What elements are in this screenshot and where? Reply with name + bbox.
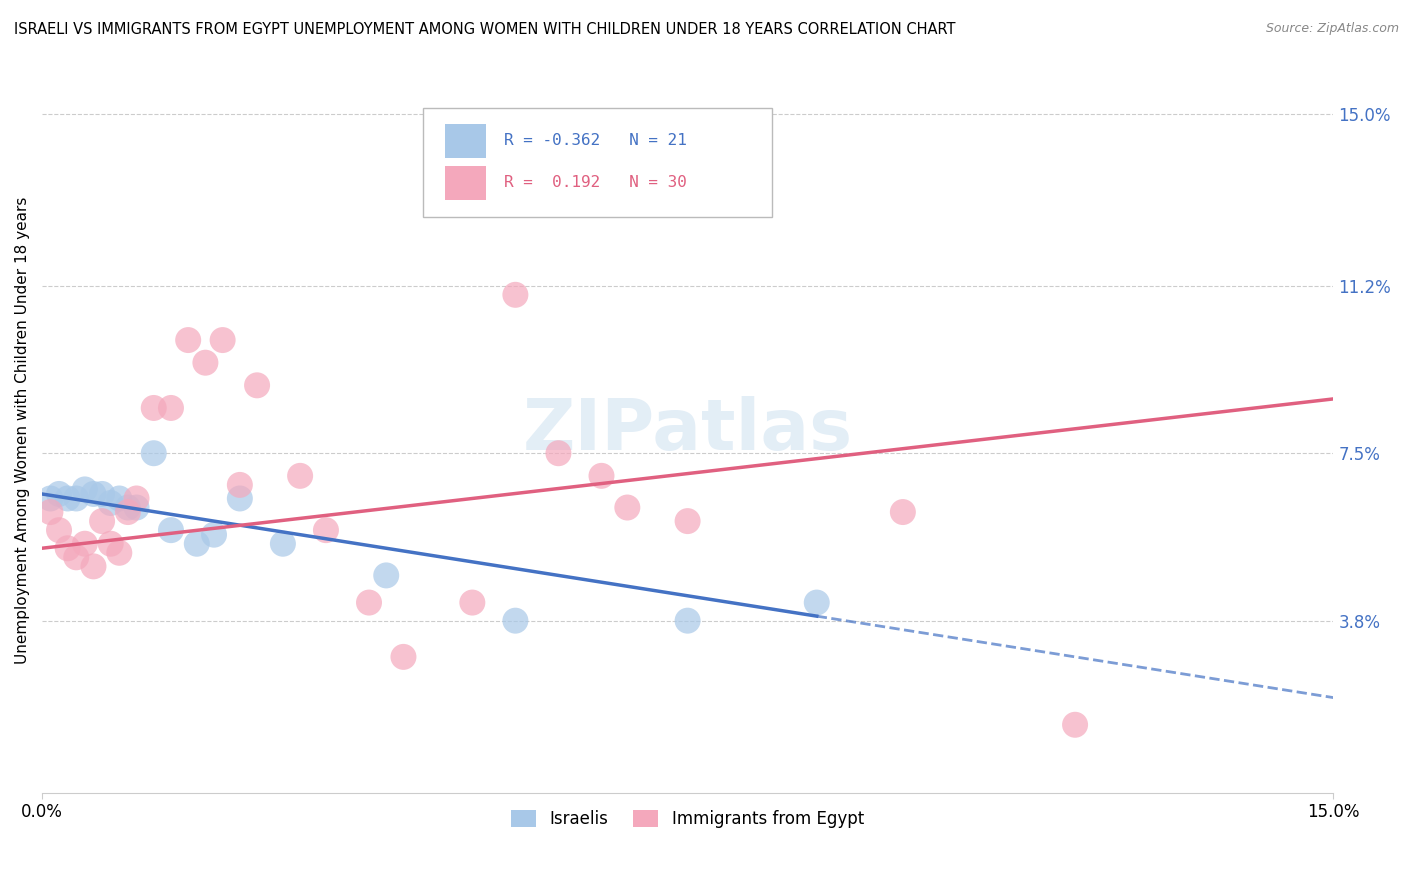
Point	[108, 491, 131, 506]
Point	[315, 523, 337, 537]
Point	[160, 401, 183, 415]
Point	[108, 546, 131, 560]
Point	[676, 514, 699, 528]
Point	[357, 596, 380, 610]
Point	[591, 468, 613, 483]
Point	[82, 559, 104, 574]
Point	[100, 496, 122, 510]
Point	[100, 537, 122, 551]
Point	[82, 487, 104, 501]
Point	[806, 596, 828, 610]
Point	[676, 614, 699, 628]
Point	[56, 541, 79, 556]
Legend: Israelis, Immigrants from Egypt: Israelis, Immigrants from Egypt	[505, 804, 870, 835]
Point	[65, 491, 87, 506]
Point	[56, 491, 79, 506]
Point	[73, 483, 96, 497]
Point	[186, 537, 208, 551]
Point	[461, 596, 484, 610]
Point	[73, 537, 96, 551]
Point	[39, 491, 62, 506]
Point	[48, 487, 70, 501]
Point	[125, 491, 148, 506]
Y-axis label: Unemployment Among Women with Children Under 18 years: Unemployment Among Women with Children U…	[15, 197, 30, 665]
Point	[194, 356, 217, 370]
Point	[117, 505, 139, 519]
Point	[48, 523, 70, 537]
Point	[91, 514, 114, 528]
FancyBboxPatch shape	[423, 108, 772, 217]
Text: ISRAELI VS IMMIGRANTS FROM EGYPT UNEMPLOYMENT AMONG WOMEN WITH CHILDREN UNDER 18: ISRAELI VS IMMIGRANTS FROM EGYPT UNEMPLO…	[14, 22, 956, 37]
Point	[177, 333, 200, 347]
Point	[271, 537, 294, 551]
Point	[505, 614, 527, 628]
Point	[505, 288, 527, 302]
Point	[117, 500, 139, 515]
Point	[392, 649, 415, 664]
Text: R =  0.192   N = 30: R = 0.192 N = 30	[505, 176, 688, 190]
Text: R = -0.362   N = 21: R = -0.362 N = 21	[505, 134, 688, 148]
Point	[160, 523, 183, 537]
Point	[142, 401, 165, 415]
Point	[246, 378, 269, 392]
Bar	[444, 166, 486, 201]
Point	[39, 505, 62, 519]
Point	[375, 568, 398, 582]
Point	[547, 446, 569, 460]
Point	[211, 333, 233, 347]
Point	[229, 478, 252, 492]
Point	[142, 446, 165, 460]
Point	[202, 527, 225, 541]
Point	[891, 505, 914, 519]
Point	[616, 500, 638, 515]
Point	[125, 500, 148, 515]
Point	[91, 487, 114, 501]
Bar	[444, 124, 486, 158]
Text: ZIPatlas: ZIPatlas	[523, 396, 852, 465]
Point	[229, 491, 252, 506]
Point	[65, 550, 87, 565]
Point	[1064, 718, 1087, 732]
Point	[288, 468, 311, 483]
Text: Source: ZipAtlas.com: Source: ZipAtlas.com	[1265, 22, 1399, 36]
